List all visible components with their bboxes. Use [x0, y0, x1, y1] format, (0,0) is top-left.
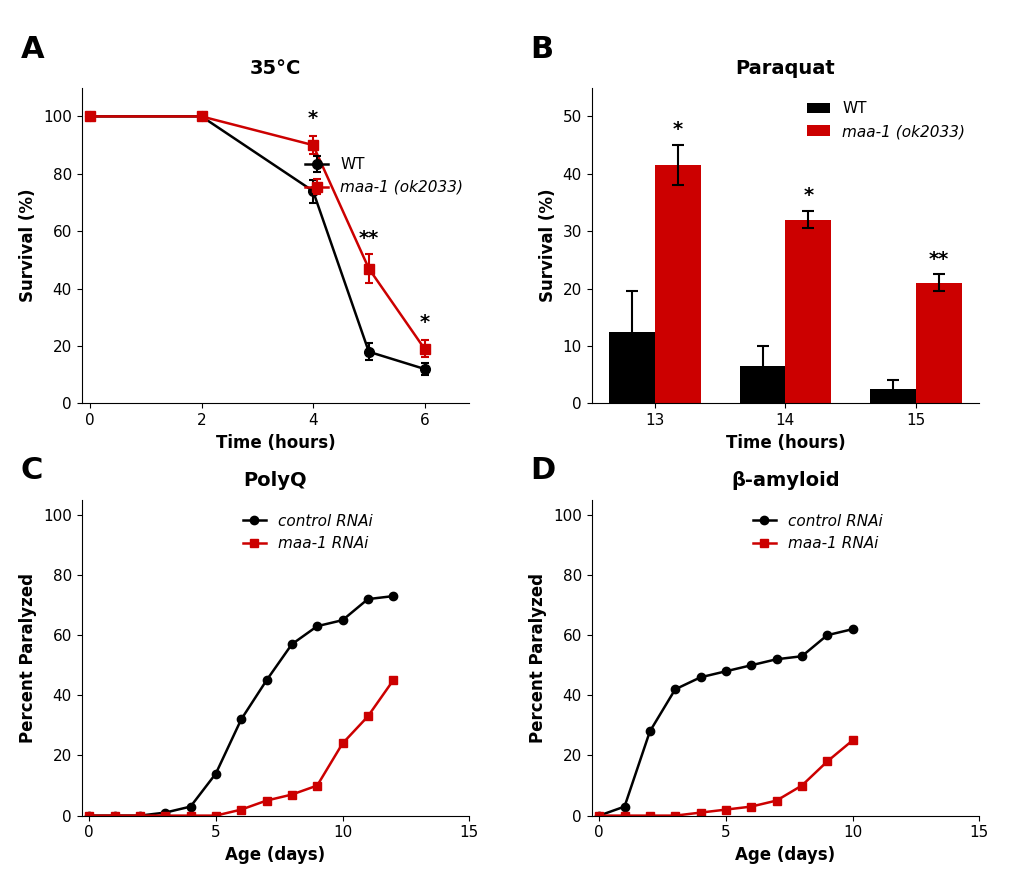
- Text: A: A: [20, 35, 44, 64]
- maa-1 RNAi: [159, 810, 171, 821]
- maa-1 RNAi: [83, 810, 95, 821]
- maa-1 RNAi: [285, 789, 298, 800]
- Text: *: *: [802, 187, 812, 205]
- Bar: [654, 165, 700, 403]
- Line: maa-1 RNAi: maa-1 RNAi: [594, 737, 856, 820]
- Text: **: **: [359, 230, 379, 248]
- Text: *: *: [308, 109, 318, 128]
- maa-1 RNAi: [184, 810, 197, 821]
- maa-1 RNAi: [362, 711, 374, 722]
- Y-axis label: Survival (%): Survival (%): [19, 189, 38, 303]
- control RNAi: [336, 615, 348, 625]
- Bar: [739, 366, 785, 403]
- Legend: control RNAi, maa-1 RNAi: control RNAi, maa-1 RNAi: [746, 508, 888, 558]
- maa-1 RNAi: [668, 810, 681, 821]
- control RNAi: [668, 684, 681, 695]
- Y-axis label: Survival (%): Survival (%): [538, 189, 556, 303]
- control RNAi: [83, 810, 95, 821]
- Bar: [785, 220, 830, 403]
- maa-1 RNAi: [795, 781, 807, 791]
- maa-1 RNAi: [769, 795, 782, 806]
- maa-1 RNAi: [618, 810, 630, 821]
- maa-1 RNAi: [719, 804, 732, 815]
- control RNAi: [159, 808, 171, 818]
- Text: C: C: [20, 456, 43, 485]
- maa-1 RNAi: [133, 810, 146, 821]
- Text: D: D: [530, 456, 555, 485]
- maa-1 RNAi: [592, 810, 604, 821]
- control RNAi: [386, 591, 398, 602]
- control RNAi: [260, 675, 272, 686]
- maa-1 RNAi: [311, 781, 323, 791]
- maa-1 RNAi: [386, 675, 398, 686]
- Bar: [869, 389, 915, 403]
- Text: **: **: [927, 250, 948, 268]
- Line: control RNAi: control RNAi: [594, 625, 856, 820]
- control RNAi: [795, 651, 807, 661]
- control RNAi: [592, 810, 604, 821]
- maa-1 RNAi: [643, 810, 655, 821]
- control RNAi: [618, 802, 630, 812]
- Text: *: *: [672, 120, 682, 139]
- control RNAi: [744, 660, 756, 671]
- control RNAi: [719, 666, 732, 676]
- maa-1 RNAi: [234, 804, 247, 815]
- control RNAi: [643, 726, 655, 737]
- maa-1 RNAi: [846, 735, 858, 745]
- X-axis label: Time (hours): Time (hours): [215, 434, 335, 452]
- control RNAi: [210, 768, 222, 779]
- control RNAi: [184, 802, 197, 812]
- Legend: control RNAi, maa-1 RNAi: control RNAi, maa-1 RNAi: [236, 508, 378, 558]
- X-axis label: Time (hours): Time (hours): [725, 434, 845, 452]
- control RNAi: [311, 621, 323, 631]
- maa-1 RNAi: [744, 802, 756, 812]
- Line: control RNAi: control RNAi: [85, 592, 397, 820]
- X-axis label: Age (days): Age (days): [735, 846, 835, 864]
- control RNAi: [133, 810, 146, 821]
- Bar: [915, 283, 961, 403]
- maa-1 RNAi: [210, 810, 222, 821]
- Y-axis label: Percent Paralyzed: Percent Paralyzed: [529, 573, 547, 743]
- maa-1 RNAi: [108, 810, 120, 821]
- Text: *: *: [419, 313, 429, 332]
- Text: B: B: [530, 35, 553, 64]
- Legend: WT, maa-1 (ok2033): WT, maa-1 (ok2033): [299, 151, 469, 201]
- Bar: [608, 332, 654, 403]
- maa-1 RNAi: [820, 756, 833, 766]
- control RNAi: [769, 654, 782, 665]
- Legend: WT, maa-1 (ok2033): WT, maa-1 (ok2033): [800, 96, 971, 146]
- control RNAi: [694, 672, 706, 682]
- control RNAi: [846, 624, 858, 634]
- X-axis label: Age (days): Age (days): [225, 846, 325, 864]
- Y-axis label: Percent Paralyzed: Percent Paralyzed: [19, 573, 38, 743]
- control RNAi: [234, 714, 247, 724]
- maa-1 RNAi: [260, 795, 272, 806]
- control RNAi: [285, 639, 298, 650]
- Title: 35°C: 35°C: [250, 59, 301, 78]
- Line: maa-1 RNAi: maa-1 RNAi: [85, 676, 397, 820]
- Title: PolyQ: PolyQ: [244, 471, 307, 490]
- control RNAi: [108, 810, 120, 821]
- maa-1 RNAi: [336, 738, 348, 749]
- control RNAi: [820, 630, 833, 640]
- maa-1 RNAi: [694, 808, 706, 818]
- Title: Paraquat: Paraquat: [735, 59, 835, 78]
- control RNAi: [362, 594, 374, 604]
- Title: β-amyloid: β-amyloid: [731, 471, 839, 490]
